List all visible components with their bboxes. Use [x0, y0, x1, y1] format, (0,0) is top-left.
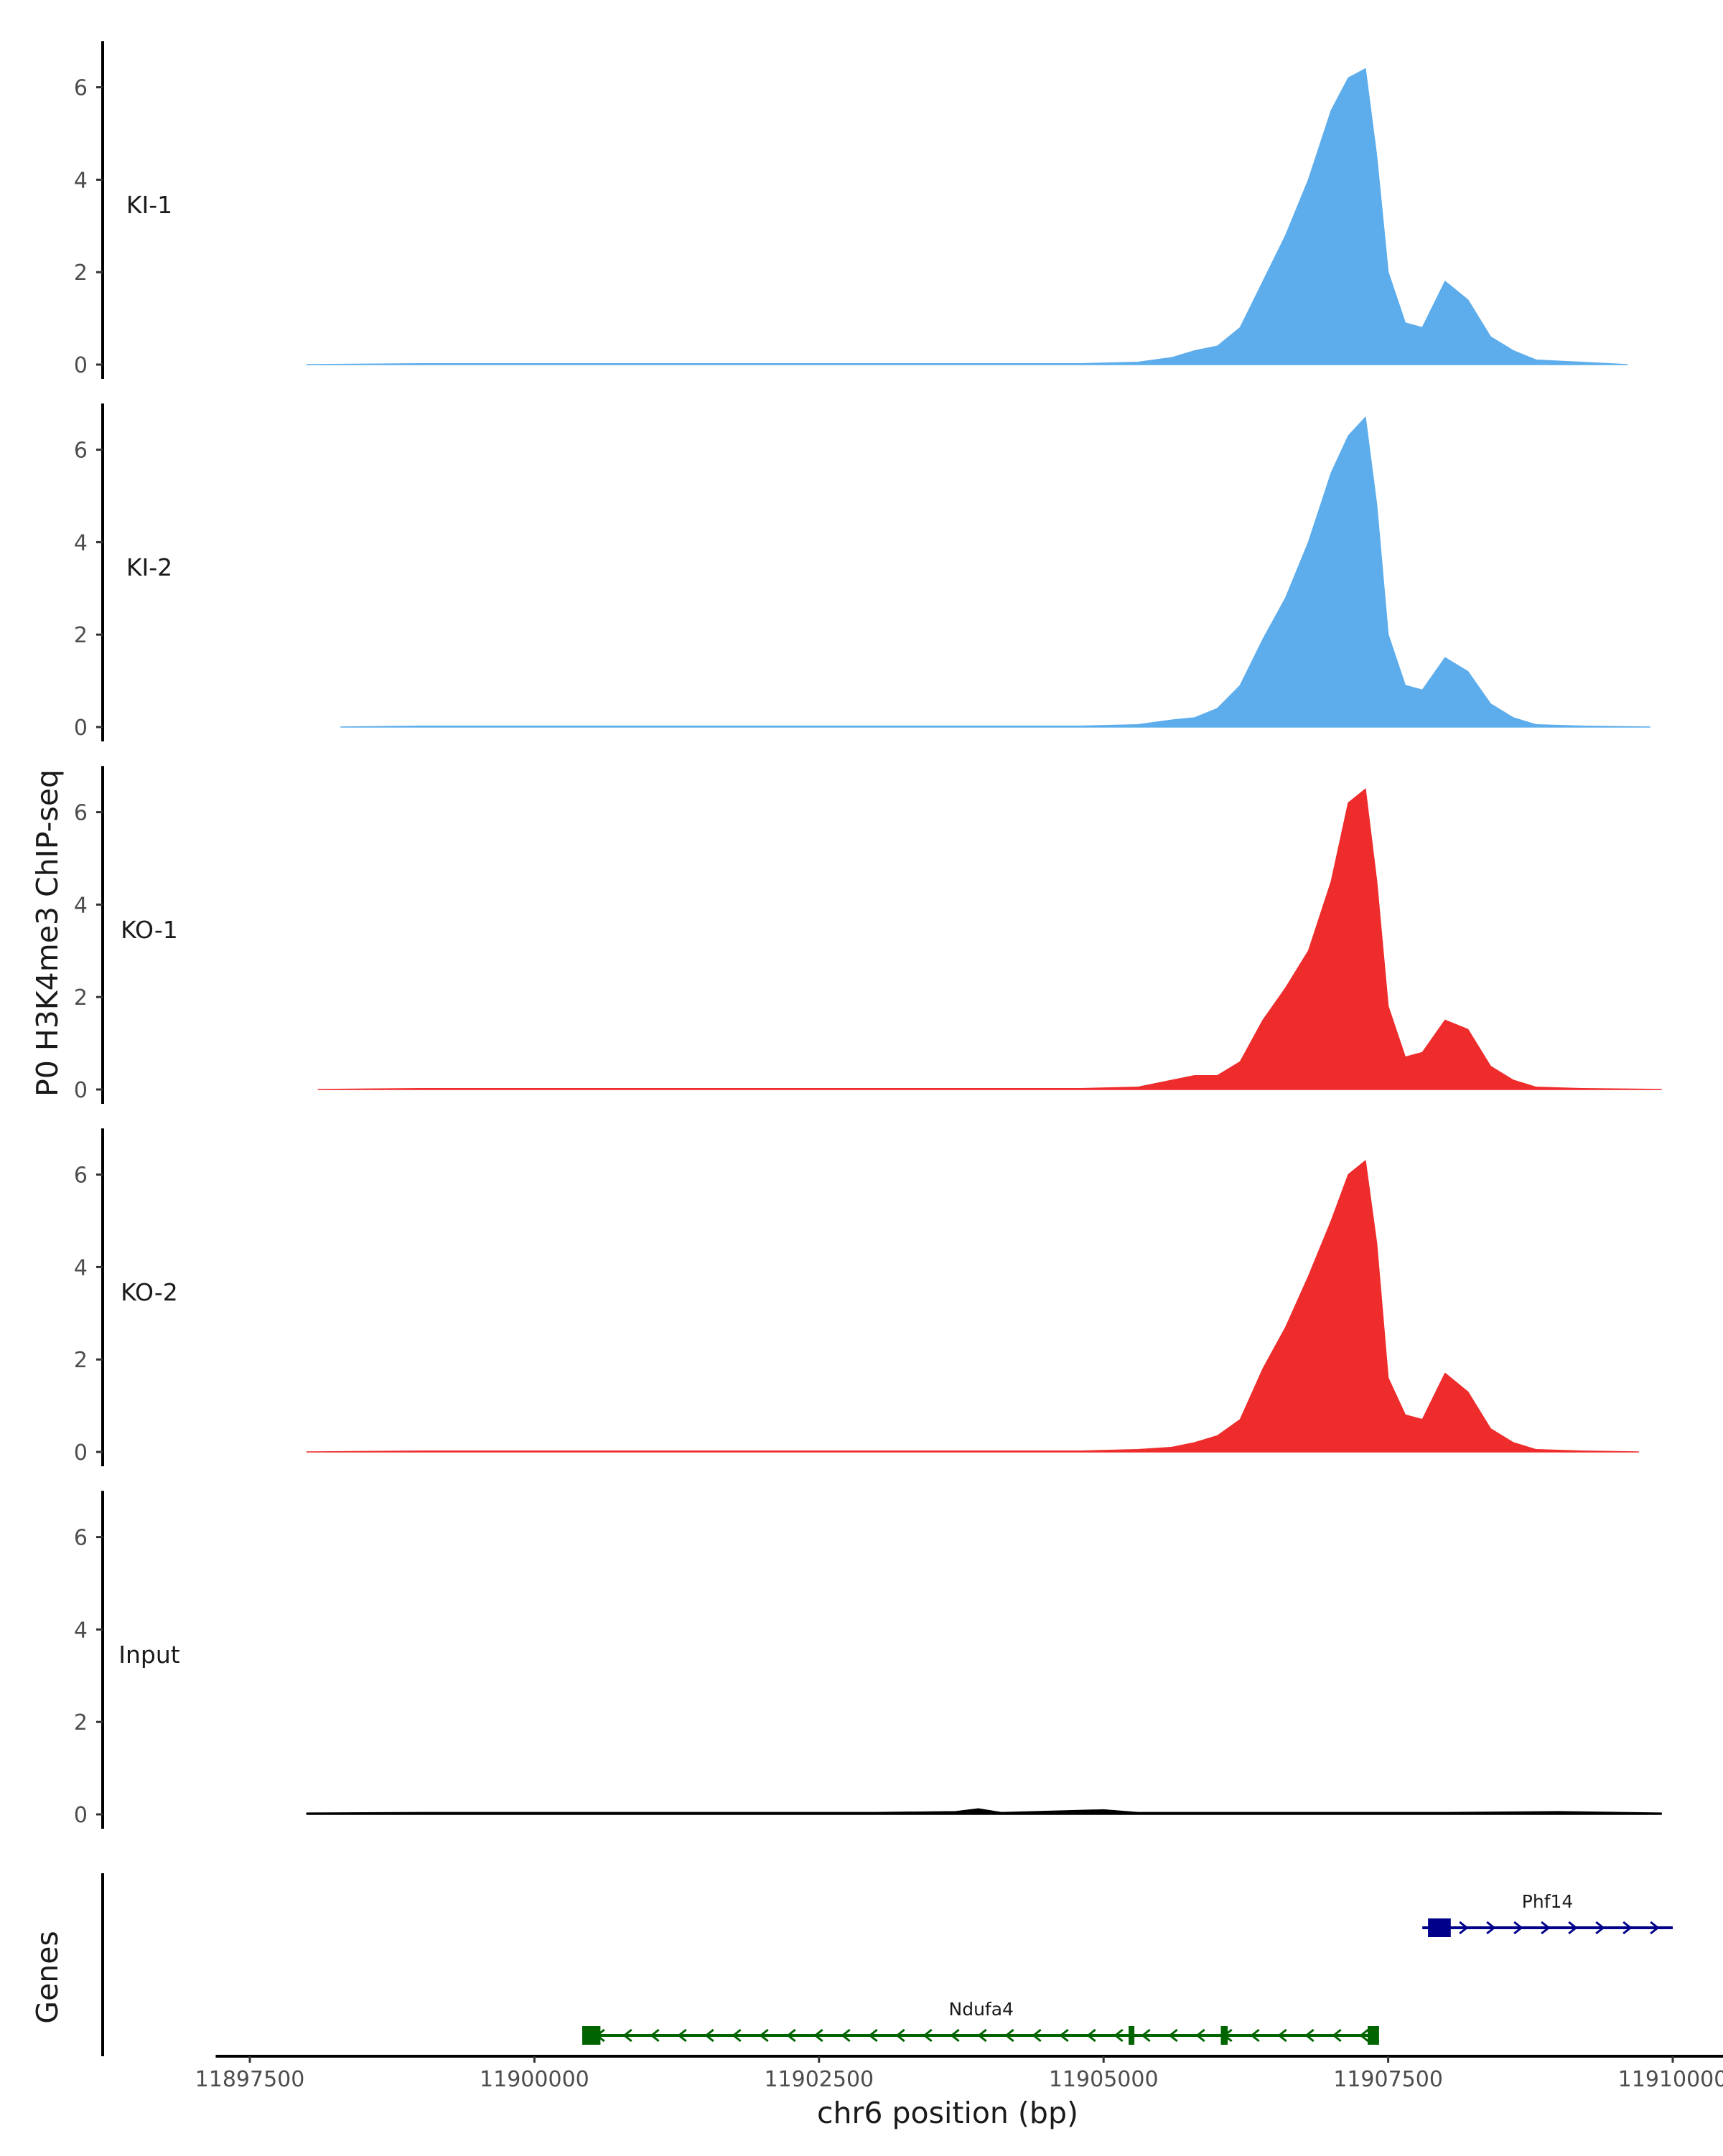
x-tick-label: 11897500 — [195, 2067, 305, 2092]
y-tick-label: 6 — [74, 76, 88, 101]
track-panel-ko-1: 0 2 4 6 KO-1 — [74, 766, 1662, 1104]
gene-label-phf14: Phf14 — [1522, 1891, 1574, 1912]
gene-label-ndufa4: Ndufa4 — [949, 1999, 1014, 2020]
strand-arrow — [1650, 1921, 1660, 1935]
strand-arrow — [1622, 1921, 1633, 1935]
y-tick-label: 2 — [74, 1348, 88, 1373]
strand-arrow — [813, 2028, 823, 2043]
track-label-input: Input — [118, 1641, 180, 1669]
exon-block — [1129, 2026, 1135, 2045]
x-axis-title: chr6 position (bp) — [817, 2096, 1078, 2130]
y-tick-label: 2 — [74, 985, 88, 1011]
y-tick-label: 4 — [74, 893, 88, 918]
y-tick-label: 4 — [74, 530, 88, 556]
y-axis-title: P0 H3K4me3 ChIP-seq — [30, 769, 65, 1097]
x-tick-label: 11902500 — [764, 2067, 874, 2092]
y-tick-label: 2 — [74, 623, 88, 648]
strand-arrow — [759, 2028, 769, 2043]
strand-arrow — [1250, 2028, 1260, 2043]
strand-arrow — [704, 2028, 714, 2043]
strand-arrow — [786, 2028, 796, 2043]
x-tick-label: 11900000 — [480, 2067, 589, 2092]
coverage-area-ki-1 — [306, 68, 1628, 365]
strand-arrow — [1486, 1921, 1496, 1935]
track-label-ki-1: KI-1 — [126, 191, 172, 219]
exon-block — [582, 2026, 601, 2045]
y-tick-label: 0 — [74, 1440, 88, 1466]
coverage-area-ki-2 — [340, 416, 1651, 728]
y-tick-label: 0 — [74, 1803, 88, 1828]
track-panel-ko-2: 0 2 4 6 KO-2 — [74, 1128, 1640, 1466]
strand-arrow — [1277, 2028, 1287, 2043]
y-tick-label: 4 — [74, 1618, 88, 1643]
strand-arrow — [677, 2028, 687, 2043]
track-label-ko-1: KO-1 — [121, 916, 178, 944]
track-panel-ki-1: 0 2 4 6 KI-1 — [74, 41, 1628, 379]
strand-arrow — [1541, 1921, 1551, 1935]
strand-arrow — [622, 2028, 632, 2043]
strand-arrow — [950, 2028, 960, 2043]
strand-arrow — [977, 2028, 987, 2043]
strand-arrow — [868, 2028, 878, 2043]
strand-arrow — [1595, 1921, 1605, 1935]
y-tick-label: 4 — [74, 1255, 88, 1280]
y-tick-label: 6 — [74, 1163, 88, 1189]
track-label-ko-2: KO-2 — [121, 1278, 178, 1306]
x-tick-label: 11905000 — [1049, 2067, 1159, 2092]
y-tick-label: 4 — [74, 168, 88, 193]
strand-arrow — [1359, 2028, 1369, 2043]
strand-arrow — [1168, 2028, 1178, 2043]
track-panel-input: 0 2 4 6 Input — [74, 1491, 1662, 1829]
y-tick-label: 6 — [74, 439, 88, 464]
strand-arrow — [841, 2028, 851, 2043]
y-tick-label: 2 — [74, 261, 88, 286]
strand-arrow — [1459, 1921, 1469, 1935]
strand-arrow — [1332, 2028, 1342, 2043]
strand-arrow — [895, 2028, 905, 2043]
strand-arrow — [1032, 2028, 1042, 2043]
genes-axis-title: Genes — [30, 1931, 65, 2024]
y-tick-label: 0 — [74, 1078, 88, 1103]
strand-arrow — [1004, 2028, 1014, 2043]
strand-arrow — [1513, 1921, 1523, 1935]
coverage-area-input — [306, 1808, 1662, 1815]
exon-block — [1428, 1918, 1451, 1937]
exon-block — [1220, 2026, 1228, 2045]
strand-arrow — [1086, 2028, 1096, 2043]
strand-arrow — [1141, 2028, 1151, 2043]
y-tick-label: 2 — [74, 1710, 88, 1735]
track-panel-ki-2: 0 2 4 6 KI-2 — [74, 403, 1651, 741]
y-tick-label: 0 — [74, 353, 88, 378]
strand-arrow — [1568, 1921, 1578, 1935]
y-tick-label: 6 — [74, 801, 88, 826]
strand-arrow — [1113, 2028, 1124, 2043]
exon-block — [1368, 2026, 1379, 2045]
gene-phf14: Phf14 — [1422, 1891, 1673, 1937]
coverage-area-ko-2 — [306, 1160, 1640, 1453]
strand-arrow — [923, 2028, 933, 2043]
track-label-ki-2: KI-2 — [126, 553, 172, 581]
x-tick-label: 11910000 — [1618, 2067, 1723, 2092]
coverage-area-ko-1 — [317, 788, 1662, 1090]
gene-ndufa4: Ndufa4 — [582, 1999, 1379, 2045]
strand-arrow — [1304, 2028, 1315, 2043]
strand-arrow — [732, 2028, 742, 2043]
x-tick-label: 11907500 — [1333, 2067, 1443, 2092]
y-tick-label: 0 — [74, 716, 88, 741]
strand-arrow — [1195, 2028, 1205, 2043]
strand-arrow — [1059, 2028, 1069, 2043]
y-tick-label: 6 — [74, 1526, 88, 1551]
strand-arrow — [650, 2028, 660, 2043]
